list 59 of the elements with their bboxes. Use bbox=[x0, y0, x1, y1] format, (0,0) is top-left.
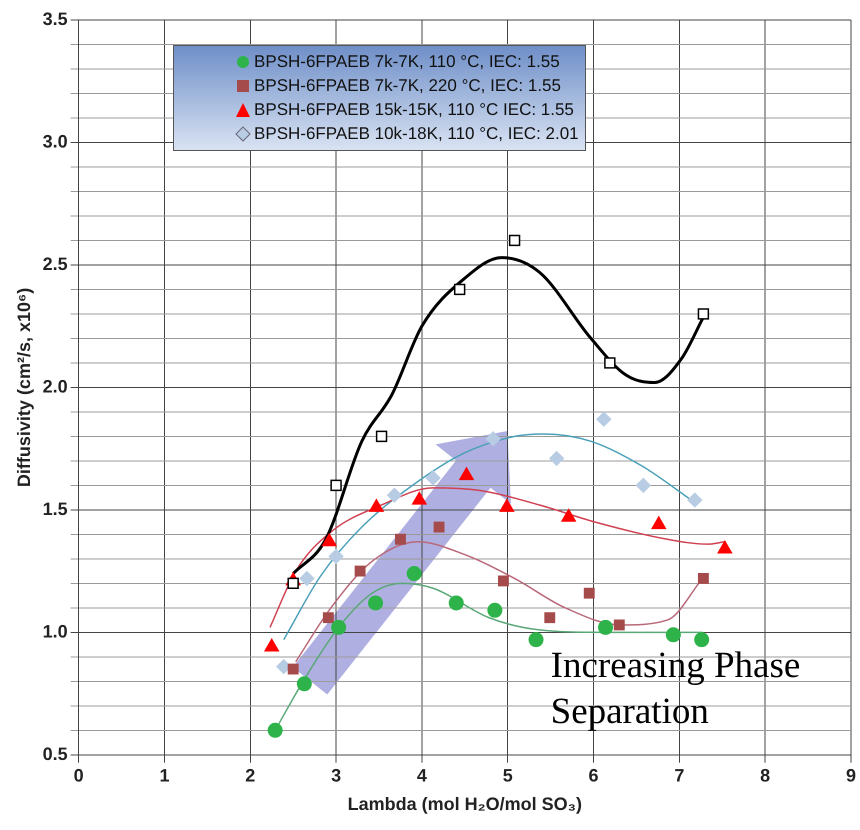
point bbox=[296, 676, 312, 692]
x-tick-label: 1 bbox=[159, 766, 170, 786]
point bbox=[406, 566, 422, 582]
point bbox=[598, 620, 614, 635]
y-tick-label: 2.5 bbox=[42, 254, 68, 274]
point bbox=[528, 632, 544, 648]
point bbox=[498, 575, 509, 586]
point bbox=[368, 595, 384, 610]
point bbox=[694, 632, 710, 648]
x-tick-label: 2 bbox=[245, 766, 256, 786]
point bbox=[544, 612, 556, 624]
point bbox=[687, 492, 702, 508]
point bbox=[434, 522, 445, 532]
point bbox=[448, 595, 464, 610]
point bbox=[426, 470, 441, 486]
x-tick-label: 6 bbox=[588, 766, 599, 786]
x-tick-label: 0 bbox=[74, 766, 84, 786]
point bbox=[614, 620, 625, 630]
point bbox=[376, 430, 388, 442]
point bbox=[486, 431, 501, 446]
x-tick-label: 9 bbox=[846, 766, 856, 786]
point bbox=[354, 566, 366, 577]
point bbox=[636, 478, 651, 493]
point bbox=[330, 480, 342, 492]
legend-label: BPSH-6FPAEB 7k-7K, 110 °C, IEC: 1.55 bbox=[254, 51, 560, 73]
y-tick-label: 1.5 bbox=[42, 498, 68, 519]
point bbox=[487, 602, 502, 618]
point bbox=[508, 234, 520, 246]
point bbox=[454, 284, 466, 296]
point bbox=[386, 488, 402, 503]
point bbox=[604, 357, 616, 369]
point bbox=[698, 573, 709, 584]
x-axis-title: Lambda (mol H₂O/mol SO₃) bbox=[348, 794, 582, 814]
point bbox=[666, 627, 681, 642]
point bbox=[596, 412, 612, 427]
y-tick-label: 1.0 bbox=[42, 621, 68, 642]
point bbox=[322, 612, 334, 624]
point bbox=[288, 664, 299, 675]
point bbox=[268, 722, 283, 738]
point bbox=[584, 588, 595, 599]
x-tick-label: 3 bbox=[331, 766, 342, 786]
x-tick-label: 5 bbox=[502, 766, 513, 786]
point bbox=[331, 620, 346, 635]
x-tick-label: 7 bbox=[674, 766, 684, 786]
point bbox=[394, 534, 406, 545]
y-axis-title: Diffusivity (cm²/s, x10⁶) bbox=[14, 288, 34, 488]
legend-label: BPSH-6FPAEB 7k-7K, 220 °C, IEC: 1.55 bbox=[254, 75, 561, 97]
y-tick-label: 2.0 bbox=[42, 376, 68, 396]
point bbox=[299, 570, 314, 586]
point bbox=[328, 548, 344, 564]
y-tick-label: 3.5 bbox=[42, 8, 68, 29]
legend-label: BPSH-6FPAEB 10k-18K, 110 °C, IEC: 2.01 bbox=[254, 123, 579, 145]
x-tick-label: 8 bbox=[760, 766, 770, 786]
x-tick-label: 4 bbox=[416, 766, 427, 786]
y-tick-label: 3.0 bbox=[42, 131, 68, 152]
legend-label: BPSH-6FPAEB 15k-15K, 110 °C IEC: 1.55 bbox=[254, 99, 574, 121]
point bbox=[698, 308, 710, 320]
y-tick-label: 0.5 bbox=[42, 744, 68, 764]
point bbox=[549, 450, 564, 466]
